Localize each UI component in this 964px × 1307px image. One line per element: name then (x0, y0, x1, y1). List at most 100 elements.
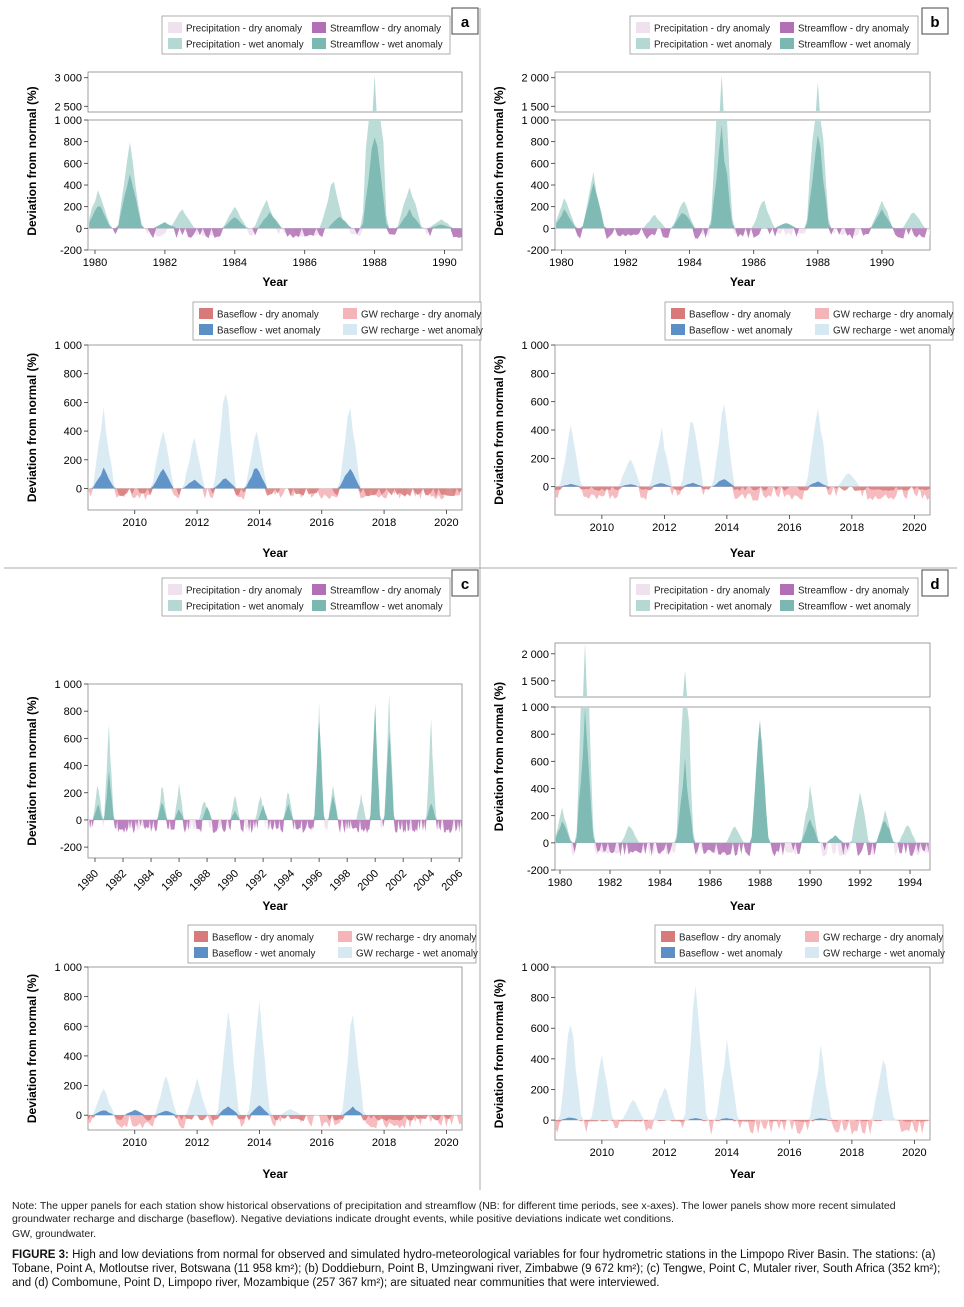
x-tick-label: 1982 (153, 257, 177, 269)
baseflow-dry-area (88, 488, 462, 497)
y-tick-label: 400 (531, 1054, 549, 1066)
legend-label: GW recharge - wet anomaly (361, 326, 483, 337)
legend-swatch (312, 38, 326, 49)
baseflow-dry-area (555, 486, 930, 491)
x-tick-label: 2020 (902, 1147, 926, 1159)
x-tick-label: 1988 (806, 257, 830, 269)
legend-swatch (312, 584, 326, 595)
precipitation-wet-area (556, 120, 930, 229)
figure-note: Note: The upper panels for each station … (12, 1200, 896, 1225)
x-tick-label: 1992 (243, 868, 269, 894)
panel-label-box-a (451, 7, 479, 35)
y-tick-label: 600 (531, 756, 549, 768)
legend-swatch (805, 947, 819, 958)
legend-label: Streamflow - dry anomaly (330, 586, 441, 597)
y-tick-label: 1 000 (521, 340, 549, 352)
legend-swatch (780, 38, 794, 49)
x-tick-label: 2012 (652, 1147, 676, 1159)
chart-b-lower: 0 200 400 600 800 1 000 2010 2012 2014 2016 2018 20… (492, 340, 931, 560)
recharge-wet-area (555, 404, 930, 487)
y-tick-label: 0 (76, 1110, 82, 1122)
y-tick-label: 0 (76, 223, 82, 235)
chart-b-upper: 1 500 2 000 -200 0 200 400 600 800 1 000 1980 1982… (492, 71, 931, 289)
legend-swatch (168, 600, 182, 611)
y-axis-title: Deviation from normal (%) (25, 974, 39, 1123)
x-tick-label: 1980 (83, 257, 107, 269)
y-tick-label: 0 (76, 483, 82, 495)
x-tick-label: 2018 (372, 1137, 396, 1149)
legend-swatch (194, 931, 208, 942)
x-tick-label: 1984 (677, 257, 701, 269)
x-tick-label: 1986 (741, 257, 765, 269)
y-tick-label: 200 (531, 1084, 549, 1096)
legend-lower-c: Baseflow - dry anomaly GW recharge - dry … (187, 924, 478, 964)
legend-label: Baseflow - wet anomaly (689, 326, 793, 337)
y-tick-label: 1 000 (54, 679, 82, 691)
legend-swatch (199, 308, 213, 319)
legend-upper-a: Precipitation - dry anomaly Streamflow - … (161, 15, 451, 55)
x-tick-label: 1988 (187, 868, 213, 894)
y-tick-label: 1 000 (521, 702, 549, 714)
y-tick-label: 0 (76, 815, 82, 827)
x-tick-label: 2016 (310, 517, 334, 529)
broken-axis-frame (87, 71, 463, 113)
legend-label: Precipitation - dry anomaly (186, 586, 302, 597)
legend-label: Baseflow - dry anomaly (212, 933, 314, 944)
legend-upper-c-box (161, 577, 451, 617)
legend-label: Streamflow - dry anomaly (798, 24, 909, 35)
y-tick-label: 1 000 (54, 340, 82, 352)
y-tick-label: 1 000 (521, 115, 549, 127)
broken-axis-spike (719, 74, 724, 112)
legend-upper-b-box (629, 15, 919, 55)
legend-upper-c: Precipitation - dry anomaly Streamflow - … (161, 577, 451, 617)
x-tick-label: 1984 (131, 868, 157, 894)
recharge-dry-area (555, 486, 930, 501)
legend-label: Precipitation - dry anomaly (186, 24, 302, 35)
legend-label: GW recharge - wet anomaly (823, 949, 945, 960)
x-tick-label: 1994 (898, 877, 922, 889)
x-tick-label: 2016 (310, 1137, 334, 1149)
precipitation-wet-area (89, 120, 463, 229)
x-tick-label: 2014 (247, 1137, 271, 1149)
x-axis-title: Year (262, 899, 288, 913)
x-tick-label: 1996 (299, 868, 325, 894)
streamflow-wet-area (556, 125, 930, 229)
x-tick-label: 2002 (383, 868, 409, 894)
y-tick-label: 600 (531, 1023, 549, 1035)
y-tick-label: 400 (531, 784, 549, 796)
x-tick-label: 2012 (185, 517, 209, 529)
baseflow-wet-area (555, 479, 930, 487)
y-axis-title: Deviation from normal (%) (25, 353, 39, 502)
y-axis-title: Deviation from normal (%) (492, 86, 506, 235)
broken-axis-frame (554, 71, 931, 113)
x-tick-label: 2010 (123, 517, 147, 529)
y-tick-label: 800 (531, 729, 549, 741)
x-axis-title: Year (730, 275, 756, 289)
y-tick-label: 200 (531, 453, 549, 465)
legend-swatch (636, 584, 650, 595)
y-tick-label: 400 (64, 1051, 82, 1063)
legend-label: GW recharge - dry anomaly (833, 310, 953, 321)
x-tick-label: 1998 (327, 868, 353, 894)
legend-upper-d: Precipitation - dry anomaly Streamflow - … (629, 577, 919, 617)
chart-c-lower: 0 200 400 600 800 1 000 2010 2012 2014 2016 2018 20… (25, 962, 463, 1181)
legend-label: Baseflow - dry anomaly (689, 310, 791, 321)
legend-label: Streamflow - wet anomaly (798, 602, 911, 613)
y-axis-title: Deviation from normal (%) (492, 682, 506, 831)
y-tick-label: 1 500 (521, 676, 549, 688)
x-tick-label: 1986 (292, 257, 316, 269)
y-tick-label: 200 (64, 1081, 82, 1093)
x-tick-label: 1982 (598, 877, 622, 889)
x-tick-label: 1984 (223, 257, 247, 269)
legend-label: Precipitation - dry anomaly (654, 24, 770, 35)
x-tick-label: 2010 (590, 1147, 614, 1159)
legend-lower-b-box (664, 301, 954, 341)
y-tick-label: 400 (531, 180, 549, 192)
y-tick-label: 600 (64, 733, 82, 745)
x-tick-label: 1990 (798, 877, 822, 889)
chart-a-upper: 2 500 3 000 -200 0 200 400 600 800 1 000 1980 1982… (25, 71, 463, 289)
legend-swatch (338, 947, 352, 958)
legend-lower-c-box (187, 924, 477, 964)
y-tick-label: -200 (60, 245, 82, 257)
